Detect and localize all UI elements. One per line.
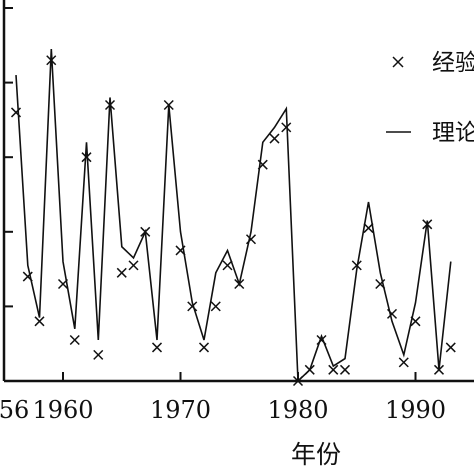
scatter-point [93, 349, 104, 360]
legend-label-experience: 经验 [432, 50, 474, 76]
scatter-point [292, 375, 304, 387]
legend: 经验 理论 [386, 50, 474, 146]
scatter-point [328, 364, 339, 375]
scatter-point [245, 234, 257, 245]
scatter-point [34, 316, 45, 327]
x-tick-label: 1960 [32, 396, 93, 424]
scatter-point [104, 99, 116, 111]
legend-label-theory: 理论 [432, 120, 474, 146]
scatter-point [151, 342, 163, 353]
legend-entry-experience: 经验 [392, 50, 474, 76]
scatter-point [69, 334, 80, 346]
scatter-point [187, 301, 198, 312]
scatter-point [175, 245, 186, 256]
scatter-point [22, 271, 33, 282]
x-tick-label: 56 [0, 396, 29, 424]
scatter-point [81, 152, 92, 163]
scatter-point [222, 260, 233, 271]
scatter-point [445, 342, 456, 353]
x-tick-label: 1980 [267, 396, 328, 424]
y-ticks [4, 7, 13, 308]
scatter-point [163, 99, 174, 111]
scatter-point [351, 260, 362, 271]
legend-entry-theory: 理论 [386, 120, 474, 146]
x-ticks [62, 372, 417, 381]
scatter-point [140, 226, 151, 237]
scatter-point [363, 223, 374, 234]
scatter-point [210, 301, 221, 312]
x-tick-label: 1990 [385, 396, 446, 424]
scatter-point [57, 278, 69, 290]
scatter-point [422, 219, 433, 230]
x-tick-label: 1970 [150, 396, 211, 424]
scatter-point [281, 122, 292, 133]
scatter-point [116, 267, 127, 278]
legend-x-glyph [392, 56, 404, 68]
scatter-point [410, 316, 421, 327]
scatter-point [269, 133, 280, 144]
scatter-point [234, 278, 245, 290]
axes [2, 0, 474, 383]
scatter-point [10, 107, 22, 118]
scatter-point [339, 364, 351, 375]
series-layer [10, 48, 456, 387]
x-tick-labels: 56 1960 1970 1980 1990 [0, 396, 446, 424]
scatter-point [304, 364, 315, 375]
scatter-point [257, 159, 268, 170]
series-line-theory [15, 48, 452, 383]
scatter-point [46, 55, 57, 66]
legend-marker-x [392, 56, 404, 68]
scatter-point [316, 334, 327, 346]
scatter-point [386, 308, 398, 319]
x-axis-label: 年份 [291, 440, 341, 469]
scatter-point [433, 364, 445, 375]
scatter-point [198, 342, 210, 353]
scatter-point [398, 357, 409, 368]
scatter-point [128, 260, 139, 271]
scatter-point [375, 278, 386, 290]
